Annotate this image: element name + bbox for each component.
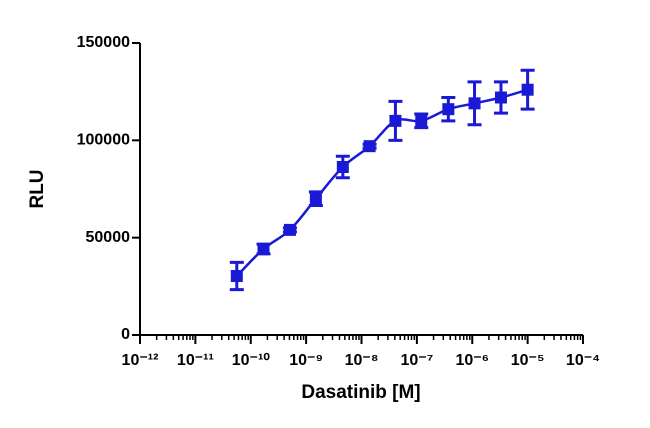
point <box>389 114 402 127</box>
x-tick-label: 10⁻¹¹ <box>177 352 214 369</box>
point <box>257 242 270 255</box>
point <box>494 91 507 104</box>
point <box>336 161 349 174</box>
x-tick-label: 10⁻⁸ <box>345 352 379 369</box>
point <box>230 270 243 283</box>
point <box>521 83 534 96</box>
curve <box>235 88 528 277</box>
x-axis-label: Dasatinib [M] <box>301 382 420 403</box>
x-tick-label: 10⁻⁶ <box>455 352 489 369</box>
x-tick-label: 10⁻⁴ <box>566 352 600 369</box>
y-tick-label: 150000 <box>77 34 130 51</box>
y-tick-label: 50000 <box>86 229 131 246</box>
point <box>283 223 296 236</box>
x-tick-label: 10⁻¹⁰ <box>232 352 271 369</box>
point <box>468 97 481 110</box>
x-tick-label: 10⁻⁷ <box>400 352 433 369</box>
y-tick-label: 0 <box>121 326 130 343</box>
x-tick-label: 10⁻⁵ <box>511 352 545 369</box>
y-tick-label: 100000 <box>77 132 130 149</box>
point <box>415 114 428 127</box>
x-tick-label: 10⁻¹² <box>122 352 159 369</box>
point <box>442 103 455 116</box>
y-axis-label: RLU <box>27 169 48 208</box>
point <box>363 140 376 153</box>
x-tick-label: 10⁻⁹ <box>289 352 323 369</box>
point <box>309 192 322 205</box>
